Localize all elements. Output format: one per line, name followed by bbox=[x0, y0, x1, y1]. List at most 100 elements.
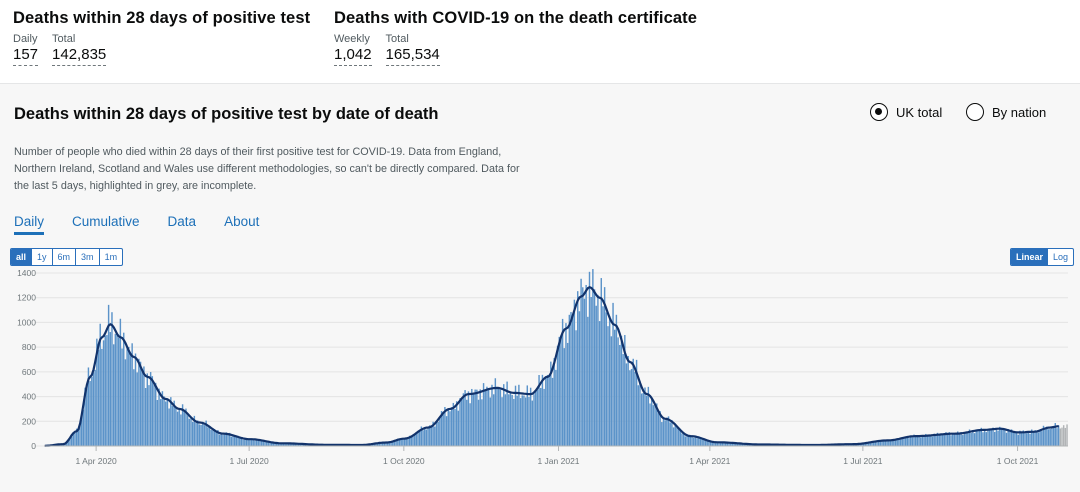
daily-bar bbox=[472, 393, 475, 446]
daily-bar bbox=[286, 443, 288, 446]
daily-bar bbox=[294, 443, 296, 446]
daily-bar bbox=[218, 434, 221, 446]
tab-about[interactable]: About bbox=[224, 214, 260, 229]
daily-bar bbox=[587, 316, 589, 446]
incomplete-bar bbox=[1059, 428, 1062, 446]
daily-bar bbox=[585, 284, 587, 446]
daily-bar bbox=[970, 432, 972, 446]
daily-bar bbox=[955, 434, 957, 446]
daily-bar bbox=[615, 314, 618, 446]
daily-bar bbox=[492, 394, 495, 446]
daily-bar bbox=[387, 442, 389, 446]
daily-bar bbox=[967, 432, 969, 446]
total-value[interactable]: 142,835 bbox=[52, 46, 107, 66]
daily-bar bbox=[1000, 427, 1003, 446]
daily-bar bbox=[994, 431, 996, 446]
daily-bar bbox=[232, 435, 234, 446]
total-label: Total bbox=[52, 33, 76, 45]
daily-bar bbox=[94, 369, 96, 446]
daily-bar bbox=[427, 428, 429, 446]
range-all-button[interactable]: all bbox=[11, 249, 33, 265]
daily-bar bbox=[876, 442, 878, 446]
daily-bar bbox=[1041, 431, 1043, 446]
daily-bar bbox=[471, 388, 473, 446]
daily-bar bbox=[920, 437, 922, 446]
daily-bar bbox=[163, 396, 165, 446]
daily-bar bbox=[607, 326, 609, 446]
daily-bar bbox=[724, 442, 727, 446]
daily-bar bbox=[165, 401, 167, 446]
daily-bar bbox=[413, 435, 416, 446]
daily-bar bbox=[704, 440, 707, 446]
daily-bar bbox=[114, 333, 117, 446]
daily-bar bbox=[1002, 429, 1004, 446]
range-3m-button[interactable]: 3m bbox=[76, 249, 100, 265]
daily-bar bbox=[647, 386, 650, 446]
daily-bar bbox=[521, 395, 523, 446]
daily-bar bbox=[708, 441, 710, 446]
tab-data[interactable]: Data bbox=[167, 214, 197, 229]
daily-bar bbox=[420, 426, 423, 446]
daily-bar bbox=[175, 407, 177, 446]
daily-bar bbox=[709, 440, 712, 446]
daily-bar bbox=[487, 388, 490, 446]
radio-uk-total[interactable]: UK total bbox=[870, 103, 942, 121]
x-tick-label: 1 Jan 2021 bbox=[537, 456, 579, 466]
daily-bar bbox=[950, 435, 952, 446]
range-6m-button[interactable]: 6m bbox=[53, 249, 77, 265]
daily-bar bbox=[131, 343, 133, 446]
daily-bar bbox=[694, 436, 697, 446]
tab-cumulative[interactable]: Cumulative bbox=[72, 214, 140, 229]
tab-daily[interactable]: Daily bbox=[14, 214, 45, 235]
daily-bar bbox=[565, 323, 567, 446]
daily-bar bbox=[496, 388, 498, 446]
daily-bar bbox=[491, 384, 493, 446]
daily-bar bbox=[180, 414, 182, 446]
daily-bar bbox=[556, 345, 559, 446]
daily-bar bbox=[181, 404, 184, 446]
daily-bar bbox=[116, 333, 118, 446]
daily-bar bbox=[617, 337, 619, 446]
daily-bar bbox=[679, 428, 682, 446]
deaths-chart[interactable]: 0 200 400 600 800 1000 1200 1400 1 Apr 2020 1 Jul… bbox=[0, 268, 1080, 492]
daily-bar bbox=[941, 434, 944, 446]
daily-bar bbox=[600, 278, 602, 446]
daily-bar bbox=[72, 432, 75, 446]
daily-bar bbox=[536, 389, 539, 446]
weekly-value[interactable]: 1,042 bbox=[334, 46, 372, 66]
daily-value[interactable]: 157 bbox=[13, 46, 39, 66]
daily-bar bbox=[460, 399, 463, 446]
daily-bar bbox=[272, 442, 275, 446]
daily-bar bbox=[158, 388, 160, 446]
daily-bar bbox=[430, 427, 433, 446]
daily-bar bbox=[666, 417, 668, 446]
daily-bar bbox=[385, 442, 387, 446]
daily-bar bbox=[1022, 430, 1025, 446]
radio-by-nation[interactable]: By nation bbox=[966, 103, 1046, 121]
daily-bar bbox=[111, 312, 113, 446]
daily-bar bbox=[237, 435, 239, 446]
daily-bar bbox=[437, 421, 439, 446]
certificate-total-value[interactable]: 165,534 bbox=[385, 46, 440, 66]
daily-bar bbox=[926, 435, 929, 446]
daily-bar bbox=[139, 361, 142, 446]
daily-bar bbox=[200, 424, 202, 446]
daily-bar bbox=[126, 346, 128, 446]
daily-bar bbox=[923, 436, 925, 446]
incomplete-bar bbox=[1062, 425, 1065, 446]
scale-log-button[interactable]: Log bbox=[1052, 252, 1068, 262]
range-1m-button[interactable]: 1m bbox=[104, 252, 118, 262]
range-1y-button[interactable]: 1y bbox=[32, 249, 53, 265]
daily-bar bbox=[595, 305, 597, 446]
daily-bar bbox=[973, 433, 976, 446]
daily-bar bbox=[940, 434, 942, 446]
daily-bar bbox=[121, 348, 123, 446]
daily-bar bbox=[990, 429, 993, 446]
daily-bar bbox=[921, 435, 924, 446]
scale-linear-button[interactable]: Linear bbox=[1010, 249, 1048, 265]
y-tick-label: 1200 bbox=[17, 293, 36, 303]
daily-bar bbox=[1012, 431, 1014, 446]
daily-bar bbox=[555, 369, 557, 446]
daily-bar bbox=[376, 442, 379, 446]
daily-bar bbox=[388, 441, 391, 446]
